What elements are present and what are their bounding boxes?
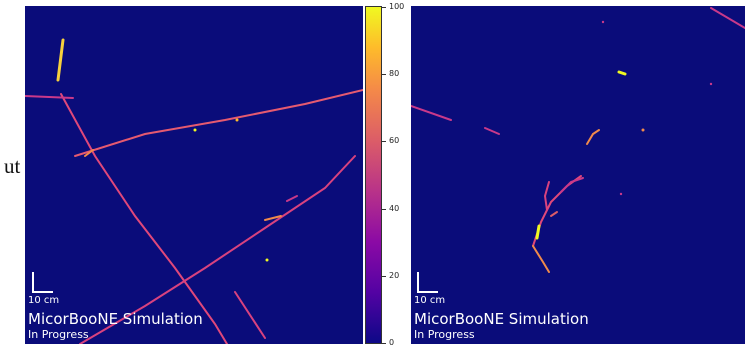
colorbar-tick [382,343,386,344]
colorbar-label: 0 [389,338,395,347]
colorbar [365,6,382,344]
event-display-left: 10 cm MicorBooNE Simulation In Progress [25,6,363,344]
colorbar-tick [382,7,386,8]
scale-bar-right [417,272,438,293]
colorbar-label: 40 [389,204,400,213]
colorbar-label: 80 [389,69,400,78]
colorbar-label: 60 [389,136,400,145]
colorbar-tick [382,209,386,210]
left-text-fragment: ut [4,154,21,178]
event-display-right: 10 cm MicorBooNE Simulation In Progress [411,6,745,344]
scale-label-left: 10 cm [28,295,60,306]
simulation-title-right: MicorBooNE Simulation [414,310,589,328]
colorbar-tick [382,74,386,75]
colorbar-label: 20 [389,271,400,280]
simulation-subtitle-left: In Progress [28,328,89,341]
tracks-left [25,38,363,344]
simulation-title-left: MicorBooNE Simulation [28,310,203,328]
colorbar-tick [382,276,386,277]
colorbar-tick [382,141,386,142]
scale-label-right: 10 cm [414,295,446,306]
colorbar-label: 100 [389,2,405,11]
scale-bar-left [32,272,53,293]
simulation-subtitle-right: In Progress [414,328,475,341]
tracks-right [411,7,745,293]
